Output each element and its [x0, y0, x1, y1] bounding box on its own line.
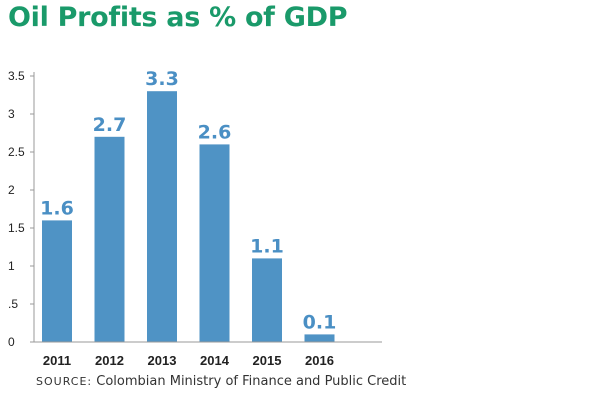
y-tick-label: 2.5 — [8, 145, 25, 159]
y-tick-label: 1.5 — [8, 221, 25, 235]
x-axis: 2011 2012 2013 2014 2015 2016 — [34, 341, 382, 368]
data-label: 1.1 — [250, 235, 284, 257]
data-label: 2.6 — [198, 121, 232, 143]
bar — [42, 220, 72, 342]
y-tick-label: 3.5 — [8, 69, 25, 83]
bar — [252, 258, 282, 342]
y-tick-label: 1 — [8, 259, 15, 273]
bar — [304, 334, 335, 342]
bar — [94, 136, 125, 342]
chart-title: Oil Profits as % of GDP — [8, 2, 348, 33]
x-tick-label: 2014 — [200, 353, 230, 368]
x-tick-label: 2013 — [148, 353, 177, 368]
y-tick-label: 2 — [8, 183, 15, 197]
y-tick-label: .5 — [8, 297, 18, 311]
x-tick-label: 2015 — [253, 353, 282, 368]
data-label: 3.3 — [145, 68, 179, 90]
x-tick-label: 2016 — [305, 353, 334, 368]
data-label: 1.6 — [40, 197, 74, 219]
x-tick-label: 2011 — [43, 353, 71, 368]
data-label: 2.7 — [93, 114, 127, 136]
y-axis: 0 .5 1 1.5 2 2.5 3 3.5 — [8, 69, 35, 349]
y-tick-label: 3 — [8, 107, 15, 121]
source-text: Colombian Ministry of Finance and Public… — [96, 374, 407, 389]
bar — [199, 144, 230, 342]
source-prefix: SOURCE: — [36, 375, 93, 388]
source-note: SOURCE: Colombian Ministry of Finance an… — [36, 374, 406, 389]
y-tick-label: 0 — [8, 335, 15, 349]
bar — [147, 91, 177, 342]
x-tick-label: 2012 — [95, 353, 124, 368]
data-label: 0.1 — [303, 311, 337, 333]
bars: 1.6 2.7 3.3 2.6 1.1 0.1 — [40, 68, 336, 342]
